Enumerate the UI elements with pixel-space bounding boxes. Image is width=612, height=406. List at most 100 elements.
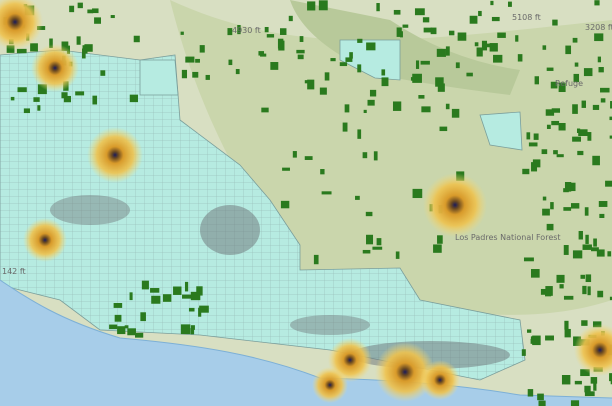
protected-area: [564, 320, 569, 330]
protected-area: [435, 77, 444, 87]
protected-area: [609, 135, 612, 139]
heat-spot: [574, 324, 612, 376]
protected-area: [258, 51, 265, 56]
protected-area: [367, 99, 375, 106]
protected-area: [69, 5, 75, 13]
protected-area: [491, 16, 500, 22]
protected-area: [590, 377, 598, 384]
protected-area: [570, 400, 580, 406]
protected-area: [180, 31, 184, 35]
protected-area: [113, 303, 123, 308]
protected-area: [466, 72, 473, 77]
heat-spot: [87, 127, 143, 183]
protected-area: [546, 223, 554, 231]
protected-area: [133, 35, 140, 43]
protected-area: [582, 244, 592, 250]
ocean: [0, 280, 612, 406]
heat-spot: [420, 360, 460, 400]
protected-area: [110, 15, 115, 19]
protected-area: [580, 369, 590, 377]
protected-area: [92, 95, 98, 105]
protected-area: [515, 35, 519, 42]
protected-area: [596, 249, 605, 257]
protected-area: [553, 150, 558, 155]
protected-area: [369, 89, 377, 97]
protected-area: [16, 48, 27, 54]
protected-area: [507, 1, 512, 7]
protected-area: [366, 42, 376, 51]
protected-area: [457, 32, 467, 41]
protected-area: [355, 195, 360, 200]
protected-area: [565, 45, 572, 55]
protected-area: [124, 325, 129, 329]
protected-area: [598, 201, 608, 207]
forest-label: Los Padres National Forest: [455, 233, 561, 242]
protected-area: [540, 288, 547, 295]
protected-area: [532, 159, 541, 168]
protected-area: [299, 36, 304, 42]
protected-area: [497, 32, 506, 38]
protected-area: [141, 280, 149, 290]
protected-area: [235, 68, 240, 75]
protected-area: [192, 71, 199, 78]
protected-area: [423, 27, 433, 33]
protected-area: [474, 42, 479, 47]
protected-area: [199, 45, 205, 53]
protected-area: [572, 37, 578, 43]
protected-area: [523, 257, 534, 262]
heat-spot: [23, 218, 67, 262]
protected-area: [584, 207, 589, 216]
protected-area: [319, 87, 327, 95]
protected-area: [129, 292, 133, 301]
protected-area: [349, 52, 353, 59]
protected-area: [542, 196, 547, 201]
protected-area: [270, 62, 279, 70]
protected-area: [94, 17, 101, 24]
protected-area: [37, 105, 41, 111]
protected-area: [376, 238, 382, 246]
protected-area: [205, 74, 210, 80]
protected-area: [581, 320, 588, 326]
protected-area: [609, 296, 612, 301]
protected-area: [188, 307, 195, 312]
protected-area: [277, 38, 284, 49]
protected-area: [538, 400, 546, 406]
protected-area: [140, 312, 146, 322]
protected-area: [357, 129, 362, 139]
protected-area: [373, 151, 378, 161]
protected-area: [381, 69, 386, 76]
protected-area: [184, 281, 189, 292]
protected-area: [599, 213, 605, 218]
protected-area: [437, 235, 443, 244]
protected-area: [109, 324, 118, 330]
protected-area: [577, 150, 584, 156]
elevation-label: 3208 ft: [585, 23, 612, 32]
protected-area: [556, 274, 565, 283]
protected-area: [594, 33, 604, 42]
protected-area: [578, 129, 588, 136]
protected-area: [162, 294, 172, 302]
protected-area: [605, 180, 612, 187]
protected-area: [609, 373, 612, 382]
protected-area: [376, 3, 380, 12]
protected-area: [476, 47, 483, 57]
protected-area: [199, 305, 209, 313]
protected-area: [392, 101, 402, 111]
heat-spot: [375, 342, 435, 402]
protected-area: [418, 95, 425, 99]
protected-area: [342, 122, 348, 132]
protected-area: [574, 62, 579, 67]
protected-area: [607, 251, 612, 257]
protected-area: [530, 338, 535, 344]
protected-area: [564, 181, 572, 192]
protected-area: [414, 8, 425, 16]
protected-area: [585, 274, 592, 283]
protected-area: [227, 28, 233, 36]
protected-area: [534, 76, 539, 85]
protected-area: [402, 24, 409, 28]
protected-area: [10, 96, 15, 101]
protected-area: [527, 389, 534, 397]
protected-area: [527, 329, 532, 333]
protected-area: [181, 69, 188, 79]
protected-area: [87, 9, 94, 14]
